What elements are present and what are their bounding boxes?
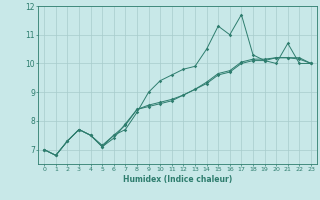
X-axis label: Humidex (Indice chaleur): Humidex (Indice chaleur) xyxy=(123,175,232,184)
